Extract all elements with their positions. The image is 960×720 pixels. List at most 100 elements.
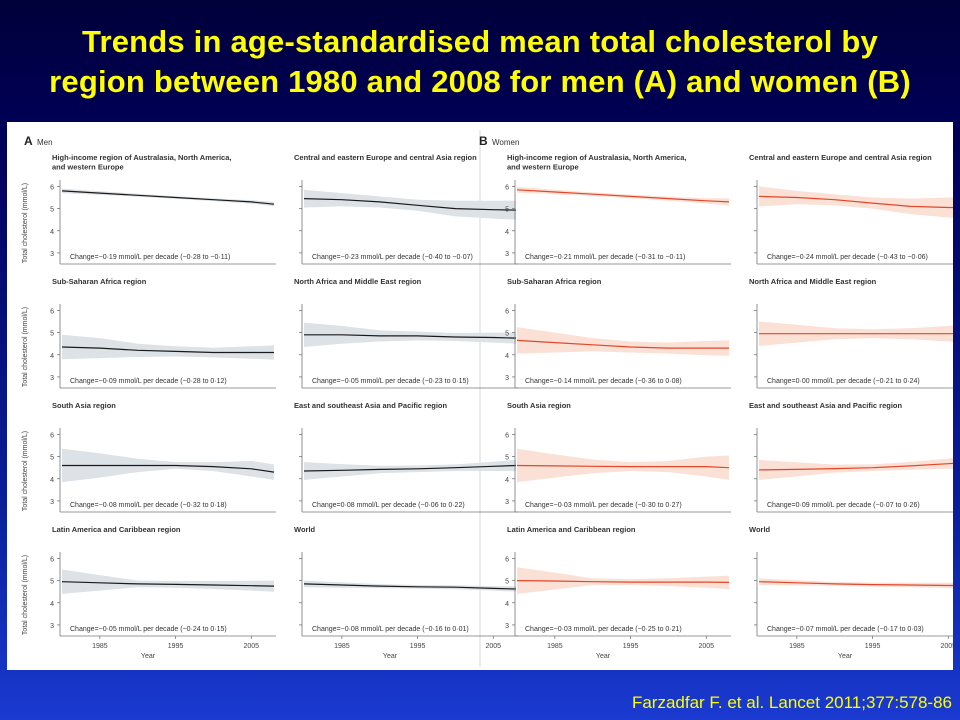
subplot-title: Sub-Saharan Africa region bbox=[52, 277, 147, 286]
y-tick-label: 6 bbox=[50, 556, 54, 563]
subplot-title: North Africa and Middle East region bbox=[749, 277, 877, 286]
x-tick-label: 2005 bbox=[698, 643, 714, 650]
y-tick-label: 3 bbox=[50, 499, 54, 506]
y-axis-title: Total cholesterol (mmol/L) bbox=[22, 307, 29, 387]
y-tick-label: 4 bbox=[50, 477, 54, 484]
change-annotation: Change=−0·07 mmol/L per decade (−0·17 to… bbox=[767, 626, 924, 633]
y-axis-title: Total cholesterol (mmol/L) bbox=[22, 555, 29, 635]
y-tick-label: 6 bbox=[505, 432, 509, 439]
y-tick-label: 6 bbox=[50, 184, 54, 191]
series-line bbox=[303, 583, 517, 590]
y-tick-label: 4 bbox=[50, 229, 54, 236]
y-tick-label: 5 bbox=[505, 207, 509, 214]
subplot-title: South Asia region bbox=[507, 401, 571, 410]
subplot-title: East and southeast Asia and Pacific regi… bbox=[749, 401, 903, 410]
subplot-title: World bbox=[749, 525, 771, 534]
y-tick-label: 5 bbox=[505, 331, 509, 338]
change-annotation: Change=−0·08 mmol/L per decade (−0·32 to… bbox=[70, 502, 227, 509]
confidence-band bbox=[517, 327, 729, 356]
series-line bbox=[62, 464, 275, 473]
x-axis-title: Year bbox=[141, 653, 156, 660]
y-tick-label: 4 bbox=[505, 229, 509, 236]
series-line bbox=[758, 462, 953, 471]
y-tick-label: 4 bbox=[505, 477, 509, 484]
series-line bbox=[304, 334, 517, 339]
change-annotation: Change=−0·09 mmol/L per decade (−0·28 to… bbox=[70, 378, 227, 385]
y-tick-label: 5 bbox=[50, 579, 54, 586]
change-annotation: Change=−0·05 mmol/L per decade (−0·24 to… bbox=[70, 626, 227, 633]
x-axis-title: Year bbox=[383, 653, 398, 660]
y-tick-label: 6 bbox=[505, 556, 509, 563]
y-tick-label: 3 bbox=[50, 375, 54, 382]
change-annotation: Change=−0·23 mmol/L per decade (−0·40 to… bbox=[312, 254, 473, 261]
change-annotation: Change=−0·19 mmol/L per decade (−0·28 to… bbox=[70, 254, 230, 261]
change-annotation: Change=−0·08 mmol/L per decade (−0·16 to… bbox=[312, 626, 469, 633]
y-tick-label: 3 bbox=[505, 623, 509, 630]
panel-letter: A bbox=[24, 134, 33, 148]
y-tick-label: 4 bbox=[505, 353, 509, 360]
subplot-title: East and southeast Asia and Pacific regi… bbox=[294, 401, 448, 410]
chart-svg: A Men High-income region of Australasia, N… bbox=[22, 130, 953, 667]
y-tick-label: 4 bbox=[505, 601, 509, 608]
series-line bbox=[61, 581, 275, 587]
y-tick-label: 4 bbox=[50, 601, 54, 608]
x-tick-label: 1995 bbox=[168, 643, 184, 650]
subplot-title: North Africa and Middle East region bbox=[294, 277, 422, 286]
confidence-band bbox=[62, 569, 274, 594]
confidence-band bbox=[517, 567, 729, 594]
change-annotation: Change=−0·24 mmol/L per decade (−0·43 to… bbox=[767, 254, 928, 261]
series-line bbox=[758, 195, 953, 209]
x-axis-title: Year bbox=[596, 653, 611, 660]
y-tick-label: 3 bbox=[505, 251, 509, 258]
change-annotation: Change=−0·03 mmol/L per decade (−0·25 to… bbox=[525, 626, 682, 633]
y-tick-label: 3 bbox=[50, 623, 54, 630]
figure-panel: A Men High-income region of Australasia, N… bbox=[7, 122, 953, 670]
change-annotation: Change=0·00 mmol/L per decade (−0·21 to … bbox=[767, 378, 920, 385]
series-line bbox=[516, 580, 730, 583]
x-tick-label: 1995 bbox=[623, 643, 639, 650]
change-annotation: Change=−0·03 mmol/L per decade (−0·30 to… bbox=[525, 502, 682, 509]
panel-group-label: Men bbox=[37, 138, 53, 147]
change-annotation: Change=0·09 mmol/L per decade (−0·07 to … bbox=[767, 502, 920, 509]
change-annotation: Change=−0·05 mmol/L per decade (−0·23 to… bbox=[312, 378, 469, 385]
y-tick-label: 6 bbox=[50, 308, 54, 315]
x-tick-label: 1995 bbox=[865, 643, 881, 650]
y-axis-title: Total cholesterol (mmol/L) bbox=[22, 431, 29, 511]
y-tick-label: 4 bbox=[50, 353, 54, 360]
x-tick-label: 1985 bbox=[92, 643, 108, 650]
confidence-band bbox=[759, 578, 953, 589]
x-tick-label: 1985 bbox=[334, 643, 350, 650]
y-tick-label: 5 bbox=[50, 207, 54, 214]
confidence-band bbox=[304, 459, 516, 480]
subplot-title: High-income region of Australasia, North… bbox=[52, 153, 231, 172]
change-annotation: Change=−0·21 mmol/L per decade (−0·31 to… bbox=[525, 254, 685, 261]
confidence-band bbox=[517, 448, 729, 483]
y-tick-label: 5 bbox=[505, 455, 509, 462]
series-line bbox=[516, 339, 729, 349]
y-tick-label: 3 bbox=[50, 251, 54, 258]
citation: Farzadfar F. et al. Lancet 2011;377:578-… bbox=[631, 693, 952, 712]
series-line bbox=[61, 190, 275, 205]
y-tick-label: 6 bbox=[505, 184, 509, 191]
x-axis-title: Year bbox=[838, 653, 853, 660]
y-tick-label: 3 bbox=[505, 375, 509, 382]
panel-group-label: Women bbox=[492, 138, 519, 147]
x-tick-label: 1985 bbox=[789, 643, 805, 650]
y-tick-label: 6 bbox=[50, 432, 54, 439]
subplot-title: Latin America and Caribbean region bbox=[507, 525, 636, 534]
slide-title: Trends in age-standardised mean total ch… bbox=[49, 24, 911, 99]
x-tick-label: 2005 bbox=[485, 643, 501, 650]
change-annotation: Change=−0·14 mmol/L per decade (−0·36 to… bbox=[525, 378, 682, 385]
y-tick-label: 5 bbox=[50, 455, 54, 462]
series-line bbox=[303, 464, 517, 472]
subplot-title: World bbox=[294, 525, 316, 534]
confidence-band bbox=[759, 186, 953, 218]
y-tick-label: 3 bbox=[505, 499, 509, 506]
x-tick-label: 1995 bbox=[410, 643, 426, 650]
y-tick-label: 5 bbox=[505, 579, 509, 586]
series-line bbox=[516, 464, 730, 469]
y-tick-label: 5 bbox=[50, 331, 54, 338]
subplot-title: Central and eastern Europe and central A… bbox=[294, 153, 477, 162]
x-tick-label: 2005 bbox=[940, 643, 953, 650]
subplot-title: Sub-Saharan Africa region bbox=[507, 277, 602, 286]
